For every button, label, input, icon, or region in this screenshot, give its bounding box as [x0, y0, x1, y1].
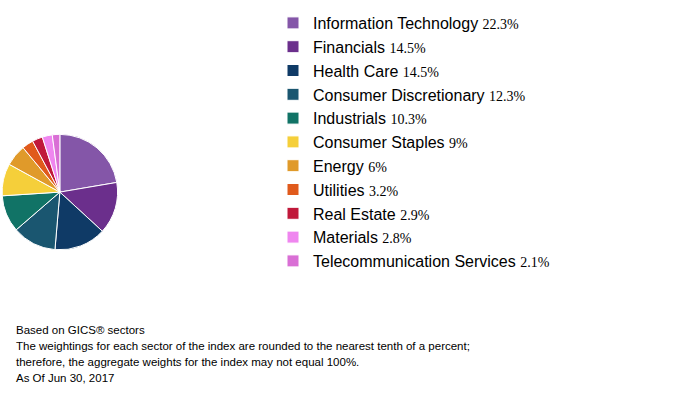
svg-text:Information Technology 22.3%: Information Technology 22.3%: [313, 15, 519, 32]
svg-text:Health Care 14.5%: Health Care 14.5%: [313, 63, 439, 80]
svg-text:Energy 6%: Energy 6%: [313, 158, 387, 175]
svg-text:Real Estate 2.9%: Real Estate 2.9%: [313, 206, 430, 223]
svg-text:Based on GICS® sectors: Based on GICS® sectors: [16, 324, 145, 336]
svg-text:As Of Jun 30, 2017: As Of Jun 30, 2017: [16, 372, 114, 384]
svg-text:Consumer Staples 9%: Consumer Staples 9%: [313, 134, 468, 151]
svg-text:Consumer Discretionary 12.3%: Consumer Discretionary 12.3%: [313, 87, 526, 104]
svg-text:Materials 2.8%: Materials 2.8%: [313, 229, 412, 246]
svg-text:Financials 14.5%: Financials 14.5%: [313, 39, 426, 56]
svg-text:Telecommunication Services 2.1: Telecommunication Services 2.1%: [313, 253, 550, 270]
svg-text:The weightings for each sector: The weightings for each sector of the in…: [16, 340, 470, 352]
svg-text:Utilities 3.2%: Utilities 3.2%: [313, 182, 399, 199]
svg-text:therefore, the aggregate weigh: therefore, the aggregate weights for the…: [16, 356, 359, 368]
svg-text:Industrials 10.3%: Industrials 10.3%: [313, 110, 427, 127]
